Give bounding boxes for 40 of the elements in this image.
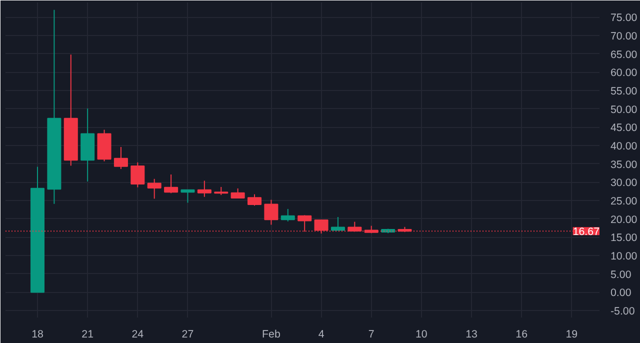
y-tick-label: 30.00: [610, 177, 638, 190]
y-tick-label: 45.00: [610, 122, 638, 134]
x-tick-label: 16: [516, 328, 528, 340]
x-tick-label: 24: [132, 328, 144, 340]
y-tick-label: 75.00: [610, 12, 638, 24]
y-tick-label: 50.00: [610, 104, 638, 116]
y-tick-label: 40.00: [610, 140, 638, 153]
x-tick-label: 21: [82, 328, 94, 340]
x-tick-label: 13: [466, 328, 478, 340]
ref-line-label: 16.67: [572, 226, 600, 238]
y-tick-label: 20.00: [610, 214, 638, 226]
y-tick-label: 0.00: [610, 287, 632, 300]
x-tick-label: 7: [368, 328, 374, 340]
y-tick-label: 60.00: [610, 67, 638, 80]
candlestick: [330, 216, 345, 231]
candlestick: [197, 180, 212, 198]
candlestick: [114, 146, 128, 170]
y-tick-label: 25.00: [610, 196, 638, 208]
candlestick: [230, 188, 245, 198]
x-tick-label: 10: [416, 328, 428, 340]
candlestick: [280, 208, 295, 222]
y-tick-label: 70.00: [610, 30, 638, 43]
candlestick: [130, 162, 145, 188]
y-tick-label: 65.00: [610, 48, 638, 61]
x-tick-label: 19: [566, 328, 578, 340]
y-tick-label: -5.00: [610, 306, 635, 318]
y-tick-label: 55.00: [610, 86, 638, 98]
candlestick: [180, 189, 195, 204]
y-tick-label: 10.00: [610, 250, 638, 263]
candlestick: [147, 178, 162, 200]
x-tick-label: 4: [318, 328, 324, 340]
y-tick-label: 15.00: [610, 232, 638, 244]
y-tick-label: 5.00: [610, 268, 632, 281]
x-tick-label: Feb: [262, 328, 280, 340]
x-tick-label: 27: [182, 328, 194, 340]
candlestick: [247, 194, 262, 206]
x-tick-label: 18: [32, 328, 44, 340]
candlestick: [164, 174, 178, 194]
y-tick-label: 35.00: [610, 158, 638, 171]
candlestick: [264, 199, 278, 226]
